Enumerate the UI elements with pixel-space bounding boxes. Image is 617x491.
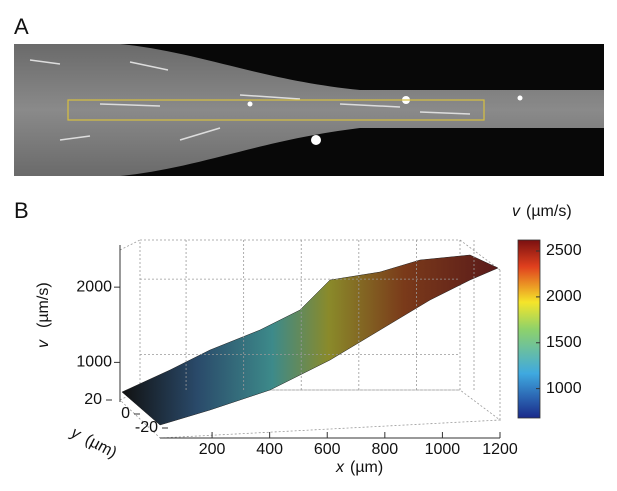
y-tick-label: -20: [135, 419, 158, 436]
x-tick-label: 1000: [425, 441, 461, 458]
colorbar-tick-label: 2500: [546, 242, 582, 259]
y-tick-label: 20: [84, 391, 102, 408]
y-tick-label: 0: [121, 405, 130, 422]
figure: A B v (µm/s) v (µm/s) x (µm) y (µm) 2004…: [0, 0, 617, 486]
colorbar-unit: (µm/s): [526, 203, 572, 220]
x-tick-label: 400: [256, 441, 283, 458]
surface: [122, 255, 498, 425]
x-tick-label: 200: [199, 441, 226, 458]
colorbar-var: v: [512, 203, 521, 220]
colorbar-tick-label: 2000: [546, 288, 582, 305]
x-tick-label: 1200: [482, 441, 518, 458]
panel-label: A: [14, 14, 29, 39]
x-axis-unit: (µm): [350, 459, 383, 476]
z-axis-var: v: [35, 339, 52, 348]
z-tick-label: 2000: [76, 278, 112, 295]
y-axis-unit: (µm): [82, 431, 119, 462]
micrograph: [14, 44, 604, 176]
x-tick-label: 800: [371, 441, 398, 458]
colorbar: [518, 240, 540, 418]
z-axis-unit: (µm/s): [35, 282, 52, 328]
colorbar-tick-label: 1000: [546, 380, 582, 397]
x-tick-label: 600: [314, 441, 341, 458]
x-axis-var: x: [335, 459, 345, 476]
colorbar-tick-label: 1500: [546, 334, 582, 351]
z-tick-label: 1000: [76, 354, 112, 371]
panel-label: B: [14, 198, 29, 223]
y-axis-var: y: [67, 424, 84, 444]
